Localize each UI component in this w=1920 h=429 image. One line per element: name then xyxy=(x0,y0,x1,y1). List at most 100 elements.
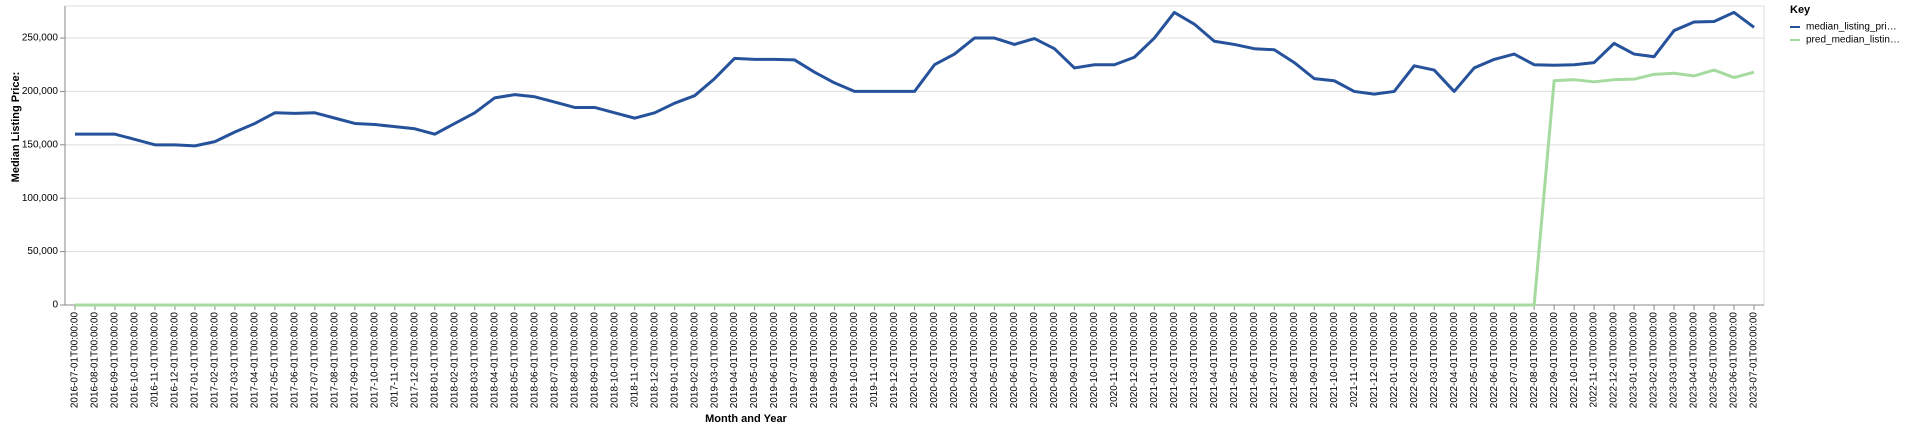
x-tick-label: 2017-05-01T00:00:00 xyxy=(270,312,281,409)
x-tick-label: 2021-08-01T00:00:00 xyxy=(1289,312,1300,409)
legend-title: Key xyxy=(1790,4,1811,16)
x-tick-label: 2019-10-01T00:00:00 xyxy=(849,312,860,409)
x-tick-label: 2019-07-01T00:00:00 xyxy=(789,312,800,409)
x-tick-label: 2018-11-01T00:00:00 xyxy=(629,312,640,408)
y-tick-label: 250,000 xyxy=(22,33,59,44)
x-tick-label: 2023-03-01T00:00:00 xyxy=(1669,312,1680,409)
x-tick-label: 2017-11-01T00:00:00 xyxy=(389,312,400,408)
x-tick-label: 2016-12-01T00:00:00 xyxy=(170,312,181,409)
x-tick-label: 2019-02-01T00:00:00 xyxy=(689,312,700,409)
x-tick-label: 2022-01-01T00:00:00 xyxy=(1389,312,1400,409)
x-tick-label: 2018-01-01T00:00:00 xyxy=(429,312,440,409)
x-tick-label: 2023-02-01T00:00:00 xyxy=(1649,312,1660,409)
x-tick-label: 2017-02-01T00:00:00 xyxy=(210,312,221,409)
x-tick-label: 2021-02-01T00:00:00 xyxy=(1169,312,1180,409)
x-tick-label: 2022-08-01T00:00:00 xyxy=(1529,312,1540,409)
x-tick-label: 2022-07-01T00:00:00 xyxy=(1509,312,1520,409)
x-tick-label: 2018-03-01T00:00:00 xyxy=(469,312,480,409)
x-tick-label: 2021-03-01T00:00:00 xyxy=(1189,312,1200,409)
x-tick-label: 2021-04-01T00:00:00 xyxy=(1209,312,1220,409)
x-tick-label: 2020-09-01T00:00:00 xyxy=(1069,312,1080,409)
x-tick-label: 2019-03-01T00:00:00 xyxy=(709,312,720,409)
x-tick-label: 2017-01-01T00:00:00 xyxy=(190,312,201,409)
x-tick-label: 2016-07-01T00:00:00 xyxy=(70,312,81,409)
x-tick-label: 2021-01-01T00:00:00 xyxy=(1149,312,1160,409)
x-tick-label: 2017-07-01T00:00:00 xyxy=(309,312,320,409)
legend-label: median_listing_pri… xyxy=(1806,22,1897,33)
x-tick-label: 2017-04-01T00:00:00 xyxy=(250,312,261,409)
x-tick-label: 2017-09-01T00:00:00 xyxy=(349,312,360,409)
plot-frame xyxy=(64,5,1765,306)
x-tick-label: 2019-09-01T00:00:00 xyxy=(829,312,840,409)
x-tick-label: 2021-11-01T00:00:00 xyxy=(1349,312,1360,408)
x-tick-label: 2022-04-01T00:00:00 xyxy=(1449,312,1460,409)
x-tick-label: 2022-09-01T00:00:00 xyxy=(1549,312,1560,409)
x-tick-label: 2018-02-01T00:00:00 xyxy=(449,312,460,409)
x-tick-label: 2018-06-01T00:00:00 xyxy=(529,312,540,409)
x-tick-label: 2021-06-01T00:00:00 xyxy=(1249,312,1260,409)
x-tick-label: 2022-12-01T00:00:00 xyxy=(1609,312,1620,409)
x-tick-label: 2018-08-01T00:00:00 xyxy=(569,312,580,409)
x-tick-label: 2020-07-01T00:00:00 xyxy=(1029,312,1040,409)
x-tick-label: 2020-06-01T00:00:00 xyxy=(1009,312,1020,409)
x-tick-label: 2017-03-01T00:00:00 xyxy=(230,312,241,409)
x-tick-label: 2021-10-01T00:00:00 xyxy=(1329,312,1340,409)
y-tick-label: 150,000 xyxy=(22,139,59,150)
x-tick-label: 2016-10-01T00:00:00 xyxy=(130,312,141,409)
x-tick-label: 2023-01-01T00:00:00 xyxy=(1629,312,1640,409)
x-tick-label: 2018-05-01T00:00:00 xyxy=(509,312,520,409)
x-tick-label: 2021-07-01T00:00:00 xyxy=(1269,312,1280,409)
x-tick-label: 2016-09-01T00:00:00 xyxy=(110,312,121,409)
x-tick-label: 2020-01-01T00:00:00 xyxy=(909,312,920,409)
x-tick-label: 2022-11-01T00:00:00 xyxy=(1589,312,1600,408)
x-tick-label: 2021-05-01T00:00:00 xyxy=(1229,312,1240,409)
x-tick-label: 2017-12-01T00:00:00 xyxy=(409,312,420,409)
x-tick-label: 2020-11-01T00:00:00 xyxy=(1109,312,1120,408)
x-tick-label: 2019-01-01T00:00:00 xyxy=(669,312,680,409)
x-tick-label: 2017-06-01T00:00:00 xyxy=(290,312,301,409)
x-tick-label: 2023-04-01T00:00:00 xyxy=(1689,312,1700,409)
x-tick-label: 2022-10-01T00:00:00 xyxy=(1569,312,1580,409)
x-tick-label: 2019-08-01T00:00:00 xyxy=(809,312,820,409)
x-tick-label: 2020-02-01T00:00:00 xyxy=(929,312,940,409)
x-tick-label: 2020-10-01T00:00:00 xyxy=(1089,312,1100,409)
x-tick-label: 2018-09-01T00:00:00 xyxy=(589,312,600,409)
x-tick-label: 2019-12-01T00:00:00 xyxy=(889,312,900,409)
x-tick-label: 2019-04-01T00:00:00 xyxy=(729,312,740,409)
x-tick-label: 2023-05-01T00:00:00 xyxy=(1709,312,1720,409)
x-tick-label: 2016-11-01T00:00:00 xyxy=(150,312,161,408)
x-tick-label: 2019-05-01T00:00:00 xyxy=(749,312,760,409)
x-tick-label: 2021-12-01T00:00:00 xyxy=(1369,312,1380,409)
y-tick-label: 200,000 xyxy=(22,86,59,97)
x-tick-label: 2018-10-01T00:00:00 xyxy=(609,312,620,409)
y-axis-title: Median Listing Price: xyxy=(10,72,22,183)
y-tick-label: 0 xyxy=(52,300,58,311)
x-tick-label: 2020-03-01T00:00:00 xyxy=(949,312,960,409)
x-tick-label: 2022-06-01T00:00:00 xyxy=(1489,312,1500,409)
x-tick-label: 2020-08-01T00:00:00 xyxy=(1049,312,1060,409)
x-tick-label: 2018-04-01T00:00:00 xyxy=(489,312,500,409)
y-tick-label: 50,000 xyxy=(27,246,58,257)
x-tick-label: 2022-02-01T00:00:00 xyxy=(1409,312,1420,409)
x-tick-label: 2023-07-01T00:00:00 xyxy=(1749,312,1760,409)
x-tick-label: 2020-04-01T00:00:00 xyxy=(969,312,980,409)
x-tick-label: 2017-08-01T00:00:00 xyxy=(329,312,340,409)
x-tick-label: 2018-12-01T00:00:00 xyxy=(649,312,660,409)
x-tick-label: 2017-10-01T00:00:00 xyxy=(369,312,380,409)
legend-label: pred_median_listin… xyxy=(1806,35,1900,46)
series-line xyxy=(74,10,1755,148)
x-tick-label: 2021-09-01T00:00:00 xyxy=(1309,312,1320,409)
x-tick-label: 2019-06-01T00:00:00 xyxy=(769,312,780,409)
x-tick-label: 2019-11-01T00:00:00 xyxy=(869,312,880,408)
series-line xyxy=(74,68,1755,307)
x-tick-label: 2022-03-01T00:00:00 xyxy=(1429,312,1440,409)
x-tick-label: 2018-07-01T00:00:00 xyxy=(549,312,560,409)
x-axis-title: Month and Year xyxy=(705,413,787,425)
x-tick-label: 2016-08-01T00:00:00 xyxy=(90,312,101,409)
x-tick-label: 2020-05-01T00:00:00 xyxy=(989,312,1000,409)
x-tick-label: 2020-12-01T00:00:00 xyxy=(1129,312,1140,409)
x-tick-label: 2022-05-01T00:00:00 xyxy=(1469,312,1480,409)
x-tick-label: 2023-06-01T00:00:00 xyxy=(1729,312,1740,409)
